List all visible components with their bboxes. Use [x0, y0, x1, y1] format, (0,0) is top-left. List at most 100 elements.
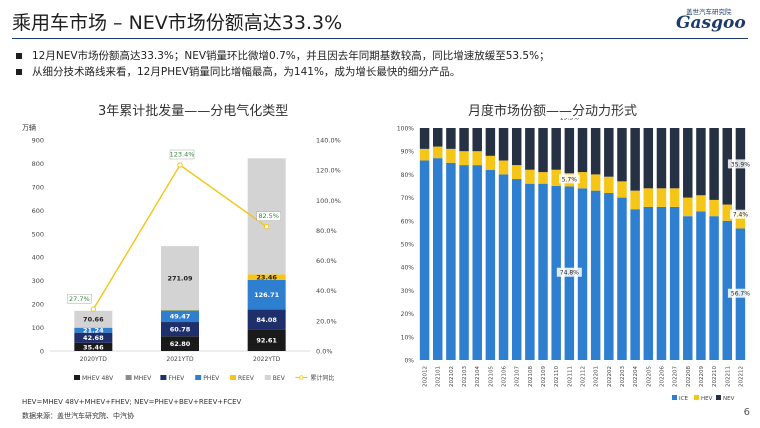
- bar-segment: [74, 342, 113, 351]
- bar-segment: [446, 148, 456, 163]
- y-tick-label: 0: [40, 348, 44, 356]
- legend-swatch: [74, 375, 80, 380]
- bar-segment: [459, 151, 469, 166]
- bar-data-label: 84.08: [256, 316, 277, 324]
- bar-segment: [735, 128, 746, 212]
- y2-tick-label: 0.0%: [316, 348, 333, 356]
- x-tick-label: 2020YTD: [80, 356, 108, 363]
- y-tick-label: 20%: [401, 311, 415, 318]
- x-tick-label: 2021YTD: [166, 356, 194, 363]
- y2-tick-label: 120.0%: [316, 167, 341, 175]
- x-tick-label: 2022YTD: [253, 356, 281, 363]
- y-tick-label: 40%: [401, 265, 415, 272]
- bar-segment: [722, 220, 732, 360]
- bullet-2: 从细分技术路线来看，12月PHEV销量同比增幅最高，为141%，成为增长最快的细…: [14, 64, 550, 80]
- x-tick-label: 202110: [554, 366, 560, 387]
- legend-label: 累计同比: [310, 374, 334, 382]
- bar-segment: [433, 128, 443, 147]
- yoy-label-box: [256, 211, 281, 221]
- bar-segment: [247, 274, 286, 280]
- y-tick-label: 100%: [397, 126, 414, 133]
- yoy-label: 123.4%: [170, 151, 195, 159]
- summary-bullets: 12月NEV市场份额高达33.3%；NEV销量环比微增0.7%，并且因去年同期基…: [14, 48, 550, 80]
- bar-data-label: 42.68: [83, 334, 104, 342]
- left-chart-title: 3年累计批发量——分电气化类型: [98, 104, 289, 119]
- bar-segment: [564, 128, 575, 174]
- logo: Gasgoo: [676, 13, 746, 33]
- x-tick-label: 202206: [659, 366, 665, 387]
- bar-segment: [590, 174, 601, 191]
- x-tick-label: 202212: [738, 366, 744, 387]
- legend-label: PHEV: [203, 375, 220, 382]
- bar-segment: [722, 204, 732, 221]
- bar-segment: [459, 128, 469, 152]
- legend-label: REEV: [238, 375, 255, 382]
- bar-segment: [590, 190, 601, 360]
- bar-segment: [74, 310, 113, 328]
- annotation-label: 56.7%: [731, 291, 750, 298]
- bar-segment: [538, 128, 548, 173]
- y2-tick-label: 140.0%: [316, 137, 341, 145]
- bar-segment: [472, 151, 482, 166]
- bar-segment: [498, 128, 509, 161]
- bar-data-label: 126.71: [254, 291, 280, 299]
- legend-swatch: [195, 375, 202, 380]
- bar-data-label: 23.46: [256, 274, 277, 282]
- x-tick-label: 202209: [699, 366, 705, 387]
- y2-tick-label: 20.0%: [316, 317, 337, 325]
- yoy-label: 27.7%: [69, 295, 90, 303]
- y-tick-label: 0%: [404, 358, 414, 365]
- annotation-box: [730, 209, 751, 219]
- footnote-definitions: HEV=MHEV 48V+MHEV+FHEV; NEV=PHEV+BEV+REE…: [22, 398, 242, 406]
- x-tick-label: 202211: [725, 366, 731, 387]
- bar-segment: [419, 148, 430, 161]
- yoy-label: 82.5%: [258, 212, 279, 220]
- bar-segment: [630, 128, 640, 191]
- yoy-point: [263, 223, 270, 230]
- yoy-label-box: [169, 149, 195, 160]
- bar-segment: [446, 162, 456, 360]
- bar-segment: [551, 128, 561, 170]
- bar-segment: [630, 190, 640, 210]
- bar-segment: [669, 128, 680, 189]
- x-tick-label: 202203: [620, 366, 626, 387]
- annotation-label: 35.9%: [731, 161, 750, 168]
- bar-segment: [656, 128, 667, 189]
- x-tick-label: 202108: [528, 366, 534, 387]
- annotation-label: 7.4%: [733, 212, 749, 219]
- y-tick-label: 50%: [401, 242, 415, 249]
- x-tick-label: 202109: [541, 366, 547, 387]
- y-tick-label: 80%: [401, 172, 415, 179]
- legend-label: ICE: [679, 396, 688, 402]
- bar-data-label: 35.46: [83, 343, 104, 351]
- bar-segment: [525, 183, 535, 360]
- bar-segment: [577, 128, 588, 173]
- x-tick-label: 202111: [567, 366, 573, 387]
- bar-segment: [577, 172, 588, 189]
- bar-segment: [247, 279, 286, 310]
- bar-segment: [696, 195, 706, 212]
- bar-segment: [161, 309, 199, 311]
- bar-segment: [485, 155, 496, 170]
- legend-label: MHEV: [134, 375, 152, 382]
- bar-segment: [709, 128, 719, 200]
- bar-segment: [735, 211, 746, 229]
- bullet-1: 12月NEV市场份额高达33.3%；NEV销量环比微增0.7%，并且因去年同期基…: [14, 48, 550, 64]
- yoy-point: [90, 306, 97, 312]
- bar-segment: [669, 206, 680, 360]
- x-tick-label: 202112: [581, 366, 587, 387]
- y-tick-label: 400: [32, 254, 44, 262]
- bar-segment: [604, 128, 614, 177]
- annotation-box: [556, 118, 582, 122]
- y-tick-label: 700: [32, 183, 44, 191]
- bar-segment: [74, 327, 113, 333]
- y2-tick-label: 60.0%: [316, 257, 337, 265]
- bar-segment: [161, 336, 199, 351]
- legend-label: HEV: [701, 396, 713, 402]
- y-tick-label: 900: [32, 137, 44, 145]
- x-tick-label: 202106: [502, 366, 508, 387]
- bar-segment: [498, 160, 509, 175]
- x-tick-label: 202103: [462, 366, 468, 387]
- annotation-label: 74.8%: [560, 270, 579, 277]
- y-tick-label: 60%: [401, 218, 415, 225]
